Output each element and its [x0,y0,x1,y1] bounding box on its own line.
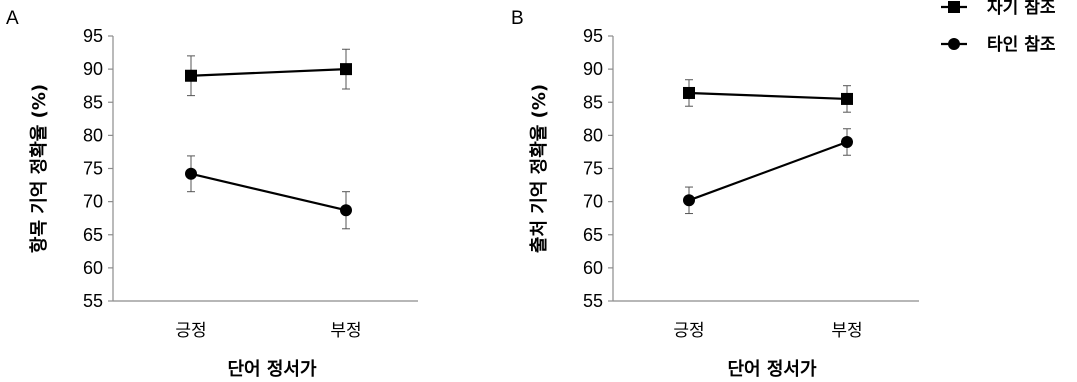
series-line [688,91,848,101]
y-tick-label: 95 [583,26,603,46]
data-point-square [683,86,695,99]
panel-letter: A [6,8,19,29]
y-tick-label: 70 [83,192,103,212]
data-point-square [340,63,352,76]
data-point-square [841,92,853,105]
panel-letter: B [511,8,524,29]
x-axis-title: 단어 정서가 [727,359,817,380]
y-tick-label: 80 [583,125,603,145]
y-tick-label: 60 [83,258,103,278]
legend-circle-marker [948,38,960,50]
data-point-circle [841,136,853,148]
y-tick-label: 75 [83,159,103,179]
x-axis-title: 단어 정서가 [227,359,317,380]
legend-square-marker [948,1,960,13]
data-point-circle [185,167,197,180]
series-line [688,140,848,202]
x-category-label: 긍정 [673,321,704,341]
y-tick-label: 55 [83,291,103,311]
data-point-circle [340,204,352,217]
y-tick-label: 85 [583,92,603,112]
x-category-label: 부정 [330,321,361,341]
data-point-circle [683,194,695,207]
series-line [190,172,347,212]
data-point-square [185,69,197,82]
x-category-label: 긍정 [175,321,206,341]
series-line [190,68,347,77]
y-tick-label: 90 [83,59,103,79]
y-tick-label: 95 [83,26,103,46]
x-category-label: 부정 [831,321,862,341]
y-tick-label: 55 [583,291,603,311]
y-tick-label: 65 [83,225,103,245]
y-tick-label: 65 [583,225,603,245]
legend-label: 자기 참조 [987,0,1056,18]
y-tick-label: 85 [83,92,103,112]
y-tick-label: 90 [583,59,603,79]
y-axis-title: 출처 기억 정확율 (%) [529,84,550,253]
y-tick-label: 80 [83,125,103,145]
y-tick-label: 75 [583,159,603,179]
y-tick-label: 70 [583,192,603,212]
y-tick-label: 60 [583,258,603,278]
y-axis-title: 항목 기억 정확율 (%) [29,84,50,253]
legend-label: 타인 참조 [987,34,1056,55]
